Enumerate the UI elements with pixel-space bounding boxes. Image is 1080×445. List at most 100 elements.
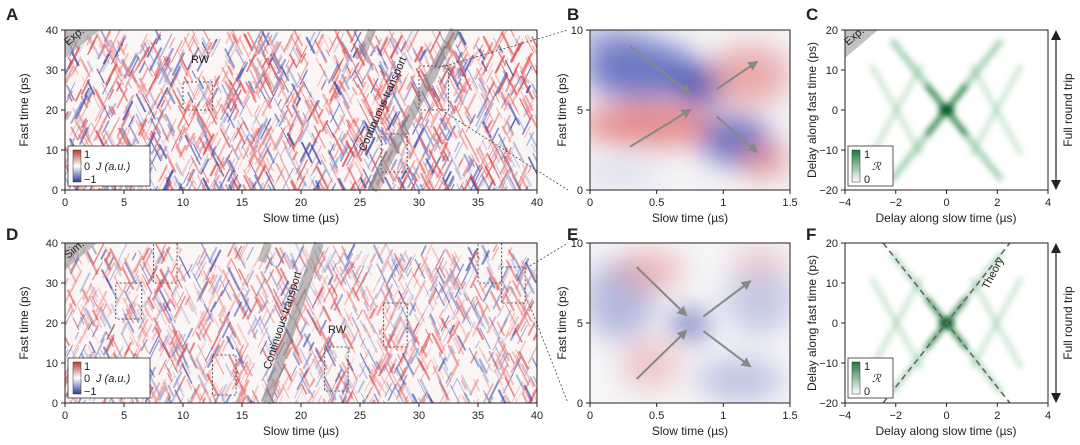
arrows-b <box>629 45 759 153</box>
x-tick-label: 1 <box>720 410 726 422</box>
y-tick-label: 0 <box>832 105 838 117</box>
y-tick-label: 20 <box>826 238 838 250</box>
rw-boxes-a <box>182 65 449 173</box>
y-tick-label: 0 <box>577 185 583 197</box>
x-tick-label: 30 <box>413 410 425 422</box>
legend-c: 1 0 ℛ <box>847 145 894 187</box>
y-tick-label: 10 <box>571 25 583 37</box>
x-tick-label: 1.5 <box>782 197 797 209</box>
panel-e: E 0 0.5 1 1.5 0 5 10 Slow time (µs) Fast time … <box>555 225 798 438</box>
x-tick-label: 40 <box>531 410 543 422</box>
rw-label-a: RW <box>191 54 210 66</box>
x-tick-label: 15 <box>236 197 248 209</box>
ylabel-c: Delay along fast time (ps) <box>805 42 819 178</box>
panel-d: D Sim. Continuous transport RW 0 5 10 15 20 2… <box>6 225 543 438</box>
x-tick-label: 20 <box>295 197 307 209</box>
x-tick-label: 0 <box>62 197 68 209</box>
legend-mid-a: 0 <box>84 161 90 173</box>
sim-corner <box>65 243 97 270</box>
x-tick-label: 2 <box>994 410 1000 422</box>
legend-top-a: 1 <box>84 149 90 161</box>
y-tick-label: 40 <box>46 238 58 250</box>
theory-lines-f <box>882 242 1011 404</box>
x-tick-label: 4 <box>1045 197 1051 209</box>
y-tick-label: 30 <box>46 65 58 77</box>
x-tick-label: 15 <box>236 410 248 422</box>
y-tick-label: 10 <box>571 238 583 250</box>
rw-box <box>380 133 408 173</box>
panel-b: B 0 0.5 1 1.5 0 5 10 Slow time (µs) Fast time … <box>555 5 798 225</box>
x-tick-label: 2 <box>994 197 1000 209</box>
y-tick-label: −20 <box>819 185 838 197</box>
flow-arrow <box>702 330 752 368</box>
heatmap-b <box>590 30 790 190</box>
x-tick-label: 0 <box>943 410 949 422</box>
rw-boxes-d <box>115 242 526 396</box>
panel-letter-f: F <box>806 225 816 244</box>
legend-bottom-d: −1 <box>84 386 97 398</box>
x-tick-label: −4 <box>839 410 852 422</box>
ylabel-d: Fast time (ps) <box>17 286 31 359</box>
legend-bottom-a: −1 <box>84 174 97 186</box>
y-tick-label: 20 <box>46 105 58 117</box>
flow-arrow <box>629 45 692 96</box>
legend-label-d: J (a.u.) <box>95 373 131 385</box>
flow-arrow <box>702 280 752 318</box>
x-tick-label: 0 <box>587 410 593 422</box>
ticks-b: 0 0.5 1 1.5 0 5 10 <box>571 25 798 209</box>
y-tick-label: 40 <box>46 25 58 37</box>
legend-f: 1 0 ℛ <box>847 357 894 399</box>
transport-band-a2 <box>358 28 376 57</box>
legend-top-d: 1 <box>84 361 90 373</box>
y-tick-label: 0 <box>577 398 583 410</box>
y-tick-label: −20 <box>819 398 838 410</box>
flow-arrow <box>635 329 688 380</box>
x-tick-label: 30 <box>413 197 425 209</box>
ylabel-e: Fast time (ps) <box>555 286 569 359</box>
xlabel-d: Slow time (µs) <box>263 424 339 438</box>
rw-label-d: RW <box>328 324 347 336</box>
y-tick-label: 0 <box>52 398 58 410</box>
transport-band-d2 <box>258 241 272 264</box>
rw-box <box>383 302 408 348</box>
xlabel-e: Slow time (µs) <box>652 424 728 438</box>
x-tick-label: 0.5 <box>649 410 664 422</box>
panel-letter-c: C <box>806 5 818 24</box>
xlabel-f: Delay along slow time (µs) <box>876 424 1017 438</box>
x-tick-label: 0 <box>943 197 949 209</box>
x-tick-label: 0.5 <box>649 197 664 209</box>
panel-a: A Exp. Continuous transport RW 0 5 10 15 20 2… <box>6 5 543 225</box>
zoom-lines <box>437 29 569 404</box>
ylabel-a: Fast time (ps) <box>17 73 31 146</box>
legend-bottom-f: 0 <box>864 386 870 398</box>
x-tick-label: 10 <box>177 410 189 422</box>
x-tick-label: 40 <box>531 197 543 209</box>
exp-corner <box>65 30 100 58</box>
legend-mid-d: 0 <box>84 373 90 385</box>
panel-letter-b: B <box>567 5 579 24</box>
legend-top-c: 1 <box>864 149 870 161</box>
legend-label-f: ℛ <box>872 373 882 385</box>
transport-band-a <box>367 27 460 193</box>
panel-letter-e: E <box>567 225 578 244</box>
side-label-f: Full round trip <box>1061 286 1075 360</box>
y-tick-label: 10 <box>46 145 58 157</box>
y-tick-label: 30 <box>46 278 58 290</box>
xlabel-c: Delay along slow time (µs) <box>876 211 1017 225</box>
x-tick-label: −2 <box>889 410 902 422</box>
x-tick-label: 5 <box>121 410 127 422</box>
ylabel-f: Delay along fast time (ps) <box>805 255 819 391</box>
legend-top-f: 1 <box>864 361 870 373</box>
x-tick-label: 25 <box>354 197 366 209</box>
flow-arrow <box>629 108 692 148</box>
rw-box <box>324 346 349 392</box>
flow-arrow <box>635 266 688 317</box>
legend-label-a: J (a.u.) <box>95 161 131 173</box>
x-tick-label: 5 <box>121 197 127 209</box>
